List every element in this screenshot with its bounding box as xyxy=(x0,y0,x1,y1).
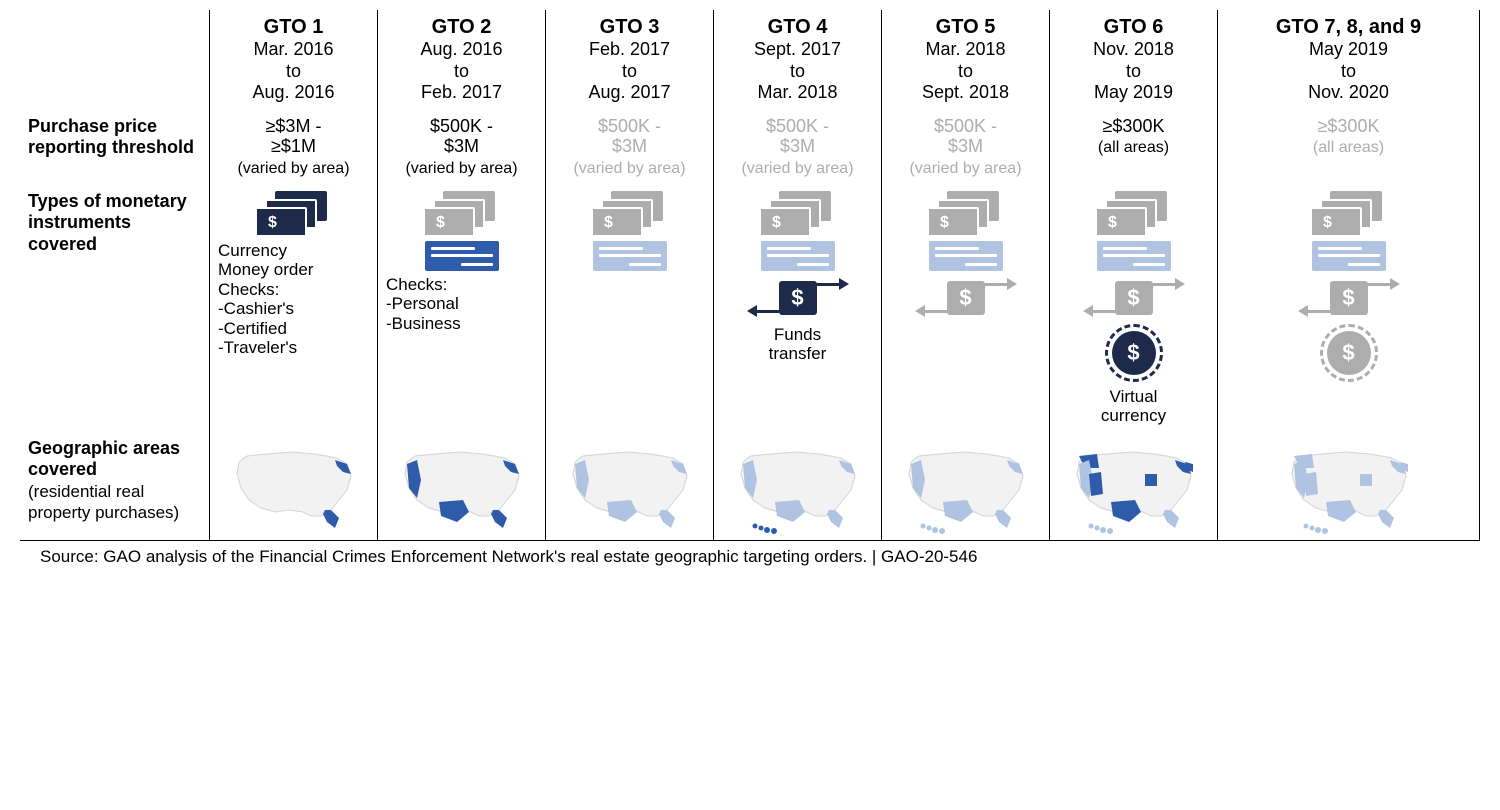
instr-gto789: $ $ .cell[data-name="instr-gto789"] .arr… xyxy=(1218,185,1480,432)
geo-gto789 xyxy=(1218,432,1480,540)
cash-icon: $ xyxy=(927,191,1005,237)
us-map-icon xyxy=(723,444,873,534)
instr-gto1-label: CurrencyMoney orderChecks:-Cashier's-Cer… xyxy=(218,241,369,358)
cash-icon: $ xyxy=(255,191,333,237)
virtual-currency-icon: $ xyxy=(1327,331,1371,375)
row-label-geo: Geographic areas covered (residential re… xyxy=(20,432,210,540)
gto-table: GTO 1 Mar. 2016toAug. 2016 GTO 2 Aug. 20… xyxy=(20,10,1480,540)
price-gto6: ≥$300K(all areas) xyxy=(1050,110,1218,185)
cash-icon: $ xyxy=(423,191,501,237)
geo-gto4 xyxy=(714,432,882,540)
col-gto3: GTO 3 Feb. 2017toAug. 2017 xyxy=(546,10,714,110)
instr-gto2: $ Checks:-Personal-Business xyxy=(378,185,546,432)
gto1-title: GTO 1 xyxy=(218,16,369,39)
geo-gto1 xyxy=(210,432,378,540)
instr-gto4-label: Fundstransfer xyxy=(722,325,873,364)
col-gto4: GTO 4 Sept. 2017toMar. 2018 xyxy=(714,10,882,110)
col-gto2: GTO 2 Aug. 2016toFeb. 2017 xyxy=(378,10,546,110)
instr-gto6: $ $ .cell[data-name="instr-gto6"] .arrow… xyxy=(1050,185,1218,432)
source-note: Source: GAO analysis of the Financial Cr… xyxy=(20,540,1480,573)
check-icon xyxy=(929,241,1003,271)
check-icon xyxy=(425,241,499,271)
instr-gto5: $ $ .cell[data-name="instr-gto5"] .arrow… xyxy=(882,185,1050,432)
funds-transfer-icon: $ .cell[data-name="instr-gto4"] .arrow-r… xyxy=(755,275,841,321)
cash-icon: $ xyxy=(1310,191,1388,237)
virtual-currency-icon: $ xyxy=(1112,331,1156,375)
check-icon xyxy=(593,241,667,271)
col-gto1: GTO 1 Mar. 2016toAug. 2016 xyxy=(210,10,378,110)
row-label-instruments: Types of monetary instruments covered xyxy=(20,185,210,432)
instr-gto6-label: Virtualcurrency xyxy=(1058,387,1209,426)
cash-icon: $ xyxy=(1095,191,1173,237)
us-map-icon xyxy=(387,444,537,534)
price-gto3: $500K -$3M(varied by area) xyxy=(546,110,714,185)
col-gto6: GTO 6 Nov. 2018toMay 2019 xyxy=(1050,10,1218,110)
us-map-icon xyxy=(1239,444,1459,534)
us-map-icon xyxy=(891,444,1041,534)
funds-transfer-icon: $ .cell[data-name="instr-gto5"] .arrow-r… xyxy=(923,275,1009,321)
price-gto789: ≥$300K(all areas) xyxy=(1218,110,1480,185)
header-blank xyxy=(20,10,210,110)
instr-gto4: $ $ .cell[data-name="instr-gto4"] .arrow… xyxy=(714,185,882,432)
col-gto5: GTO 5 Mar. 2018toSept. 2018 xyxy=(882,10,1050,110)
check-icon xyxy=(1312,241,1386,271)
geo-gto2 xyxy=(378,432,546,540)
cash-icon: $ xyxy=(759,191,837,237)
row-label-price: Purchase price reporting threshold xyxy=(20,110,210,185)
geo-gto5 xyxy=(882,432,1050,540)
instr-gto1: $ CurrencyMoney orderChecks:-Cashier's-C… xyxy=(210,185,378,432)
check-icon xyxy=(1097,241,1171,271)
us-map-icon xyxy=(219,444,369,534)
cash-icon: $ xyxy=(591,191,669,237)
funds-transfer-icon: $ .cell[data-name="instr-gto6"] .arrow-r… xyxy=(1091,275,1177,321)
geo-gto6 xyxy=(1050,432,1218,540)
price-gto4: $500K -$3M(varied by area) xyxy=(714,110,882,185)
us-map-icon xyxy=(555,444,705,534)
check-icon xyxy=(761,241,835,271)
price-gto1: ≥$3M -≥$1M(varied by area) xyxy=(210,110,378,185)
us-map-icon xyxy=(1059,444,1209,534)
funds-transfer-icon: $ .cell[data-name="instr-gto789"] .arrow… xyxy=(1306,275,1392,321)
price-gto2: $500K -$3M(varied by area) xyxy=(378,110,546,185)
col-gto789: GTO 7, 8, and 9 May 2019toNov. 2020 xyxy=(1218,10,1480,110)
price-gto5: $500K -$3M(varied by area) xyxy=(882,110,1050,185)
instr-gto2-label: Checks:-Personal-Business xyxy=(386,275,537,334)
geo-gto3 xyxy=(546,432,714,540)
instr-gto3: $ xyxy=(546,185,714,432)
